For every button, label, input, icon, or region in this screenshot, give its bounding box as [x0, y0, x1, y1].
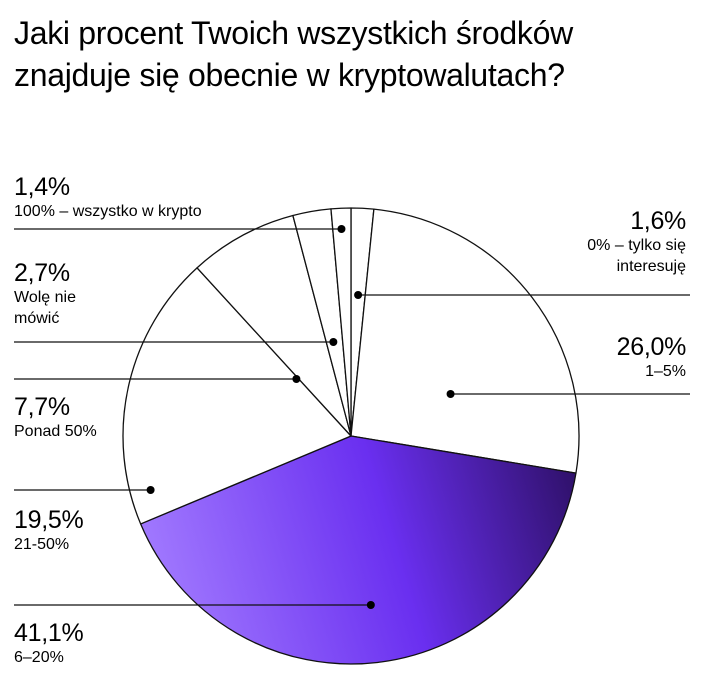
label-6-20: 41,1% 6–20% [14, 619, 84, 668]
slice-value-label: 1,4% [14, 173, 70, 201]
leader-dot [146, 486, 155, 494]
slice-category-label: Ponad 50% [14, 423, 97, 440]
slice-category-label: 100% – wszystko w krypto [14, 203, 202, 220]
slice-category-label: 21-50% [14, 536, 70, 553]
pie-slice [139, 435, 577, 665]
leader-dot [329, 338, 338, 346]
label-100-procent: 1,4% 100% – wszystko w krypto [14, 174, 202, 222]
chart-title: Jaki procent Twoich wszystkich środków z… [14, 15, 573, 93]
pie-slice [330, 207, 352, 437]
slice-value-label: 19,5% [14, 506, 84, 534]
label-wole-nie-mowic: 2,7% Wolę nie mówić [14, 260, 119, 329]
leader-dot [337, 225, 346, 233]
pie-slice [196, 214, 352, 437]
label-1-5-procent: 26,0% 1–5% [546, 333, 687, 382]
slice-value-label: 1,6% [630, 207, 686, 235]
slice-value-label: 7,7% [14, 393, 70, 421]
pie-slice [350, 208, 580, 474]
slice-category-label: Wolę nie mówić [14, 289, 76, 327]
slice-category-label: 6–20% [14, 649, 64, 666]
slice-category-label: 0% – tylko się interesuję [587, 237, 686, 275]
leader-dot [354, 291, 363, 299]
slice-value-label: 2,7% [14, 259, 70, 287]
leader-dot [446, 390, 455, 398]
label-21-50: 19,5% 21-50% [14, 506, 84, 555]
slice-value-label: 41,1% [14, 619, 84, 647]
pie-slice [122, 267, 352, 525]
slice-category-label: 1–5% [645, 363, 686, 380]
leader-dot [366, 601, 375, 609]
label-0-procent: 1,6% 0% – tylko się interesuję [546, 208, 686, 277]
slice-value-label: 26,0% [616, 333, 687, 361]
leader-dot [292, 375, 301, 383]
label-ponad-50: 7,7% Ponad 50% [14, 394, 99, 442]
